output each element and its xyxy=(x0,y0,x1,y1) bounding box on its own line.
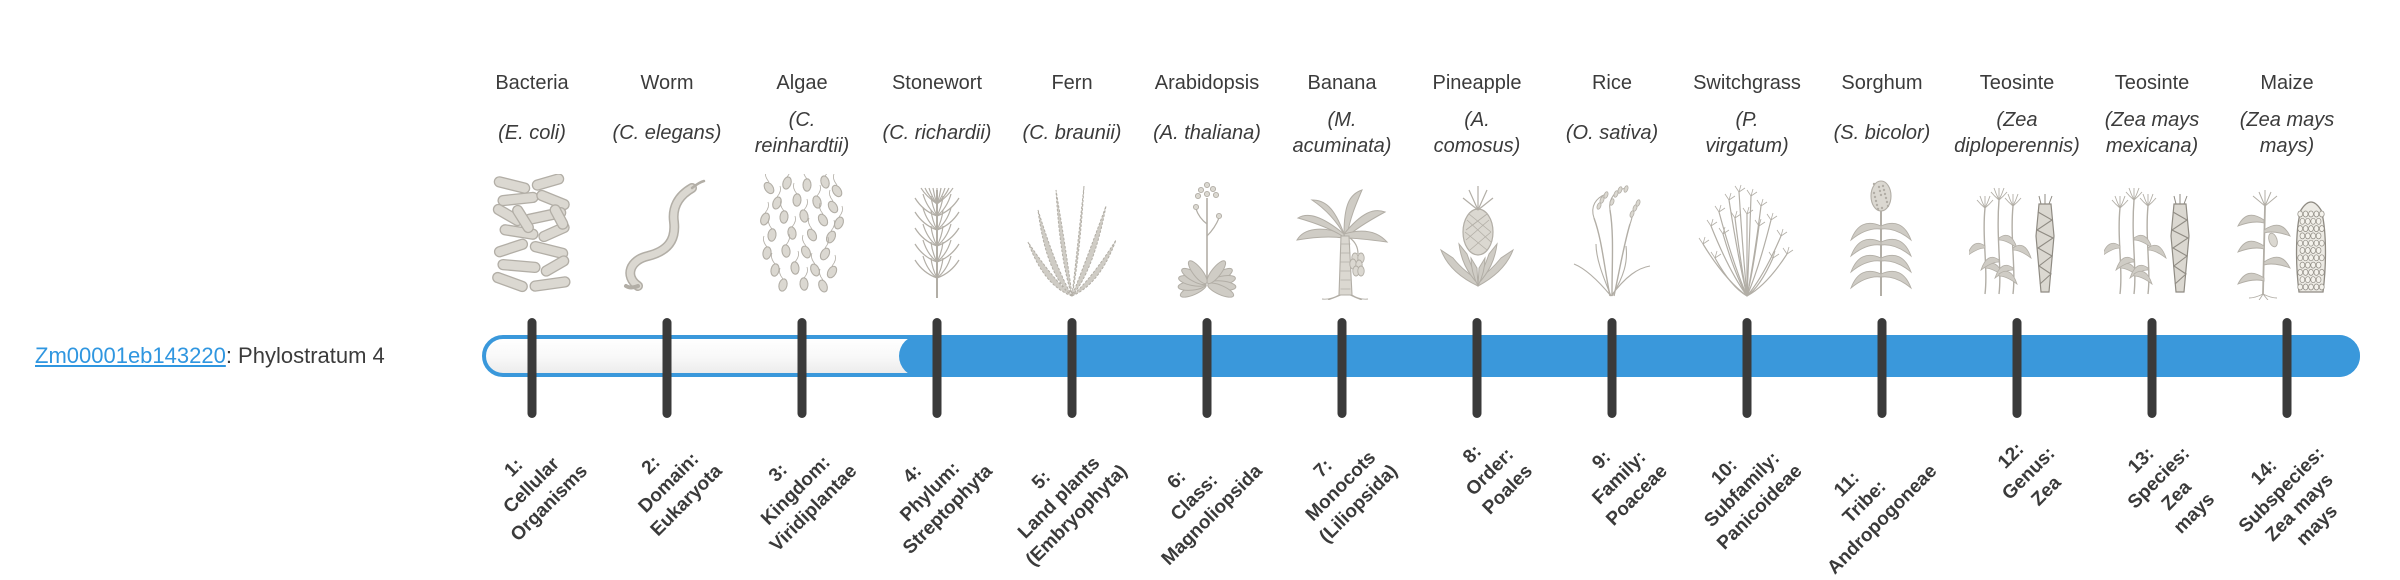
organism-scientific-name: (Zea mays mexicana) xyxy=(2104,109,2200,157)
organism-common-name: Sorghum xyxy=(1841,72,1923,94)
timeline-tick xyxy=(527,318,537,418)
organism-common-name: Fern xyxy=(1051,72,1093,94)
algae-icon xyxy=(736,172,868,300)
phylostratum-label: 6: Class: Magnoliopsida xyxy=(1157,460,1267,570)
phylostratum-label: 14: Subspecies: Zea mays mays xyxy=(2234,443,2342,551)
phylostratum-label: 7: Monocots (Liliopsida) xyxy=(1301,447,1402,548)
timeline-tick xyxy=(2147,318,2157,418)
fern-icon xyxy=(1006,172,1138,300)
organism-scientific-name: (C. elegans) xyxy=(612,122,722,144)
organism-scientific-name: (E. coli) xyxy=(498,122,566,144)
rice-icon xyxy=(1546,172,1678,300)
organism-common-name: Teosinte xyxy=(1979,72,2055,94)
phylostratum-label: 1: Cellular Organisms xyxy=(499,453,592,546)
organism-scientific-name: (S. bicolor) xyxy=(1833,122,1931,144)
organism-common-name: Worm xyxy=(640,72,694,94)
gene-label: Zm00001eb143220: Phylostratum 4 xyxy=(35,342,385,370)
phylostratum-label: 11: Tribe: Andropogoneae xyxy=(1823,460,1942,579)
phylostratum-label: 4: Phylum: Streptophyta xyxy=(896,458,997,559)
organism-common-name: Maize xyxy=(2260,72,2314,94)
organism-common-name: Pineapple xyxy=(1432,72,1522,94)
organism-common-name: Bacteria xyxy=(495,72,569,94)
phylostratum-text: : Phylostratum 4 xyxy=(225,343,385,368)
timeline-tick xyxy=(2282,318,2292,418)
organism-common-name: Stonewort xyxy=(891,72,983,94)
phylostratum-label: 5: Land plants (Embryophyta) xyxy=(1013,452,1132,571)
phylostratum-label: 10: Subfamily: Panicoideae xyxy=(1700,447,1807,555)
organism-scientific-name: (C. reinhardtii) xyxy=(754,109,850,157)
gene-id-link[interactable]: Zm00001eb143220 xyxy=(35,343,226,368)
organism-scientific-name: (P. virgatum) xyxy=(1705,109,1789,157)
teosinte-icon xyxy=(2086,172,2218,300)
timeline-tick xyxy=(1742,318,1752,418)
organism-scientific-name: (C. braunii) xyxy=(1022,122,1122,144)
maize-icon xyxy=(2221,172,2353,300)
stonewort-icon xyxy=(871,172,1003,300)
phylostratum-label: 8: Order: Poales xyxy=(1458,441,1537,519)
timeline-tick xyxy=(1067,318,1077,418)
phylostratum-label: 2: Domain: Eukaryota xyxy=(634,448,727,541)
timeline-bar-filled-segment xyxy=(899,335,2360,377)
bacteria-icon xyxy=(466,172,598,300)
organism-scientific-name: (Zea diploperennis) xyxy=(1954,109,2080,157)
organism-scientific-name: (A. comosus) xyxy=(1433,109,1521,157)
banana-icon xyxy=(1276,172,1408,300)
pineapple-icon xyxy=(1411,172,1543,300)
phylostratum-label: 3: Kingdom: Viridiplantae xyxy=(757,451,862,557)
organism-common-name: Banana xyxy=(1307,72,1377,94)
timeline-tick xyxy=(1607,318,1617,418)
organism-scientific-name: (O. sativa) xyxy=(1565,122,1659,144)
timeline-tick xyxy=(1202,318,1212,418)
organism-common-name: Switchgrass xyxy=(1693,72,1801,94)
timeline-tick xyxy=(932,318,942,418)
timeline-tick xyxy=(1877,318,1887,418)
phylostratum-label: 9: Family: Poaceae xyxy=(1588,446,1672,531)
organism-common-name: Algae xyxy=(776,72,828,94)
organism-common-name: Rice xyxy=(1591,72,1632,94)
sorghum-icon xyxy=(1816,172,1948,300)
timeline-tick xyxy=(1337,318,1347,418)
organism-scientific-name: (Zea mays mays) xyxy=(2239,109,2335,157)
phylostratum-label: 13: Species: Zea mays xyxy=(2123,443,2219,539)
organism-scientific-name: (C. richardii) xyxy=(882,122,992,144)
phylostratum-label: 12: Genus: Zea xyxy=(1993,438,2066,511)
organism-common-name: Teosinte xyxy=(2114,72,2190,94)
timeline-tick xyxy=(1472,318,1482,418)
worm-icon xyxy=(601,172,733,300)
timeline-tick xyxy=(2012,318,2022,418)
organism-common-name: Arabidopsis xyxy=(1154,72,1260,94)
timeline-tick xyxy=(797,318,807,418)
teosinte-icon xyxy=(1951,172,2083,300)
organism-scientific-name: (A. thaliana) xyxy=(1153,122,1261,144)
organism-scientific-name: (M. acuminata) xyxy=(1292,109,1392,157)
timeline-tick xyxy=(662,318,672,418)
switchgrass-icon xyxy=(1681,172,1813,300)
arabidopsis-icon xyxy=(1141,172,1273,300)
